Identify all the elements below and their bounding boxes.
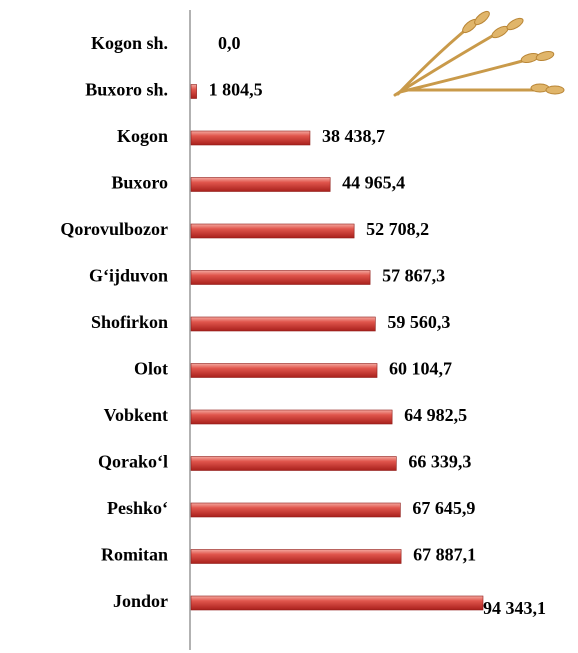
- bar: [190, 549, 402, 564]
- category-label: Jondor: [113, 591, 168, 611]
- category-label: Qorovulbozor: [60, 219, 168, 239]
- wheat-illustration: [393, 10, 565, 97]
- category-label: Vobkent: [104, 405, 168, 425]
- value-label: 64 982,5: [404, 405, 467, 425]
- category-label: Qorako‘l: [98, 452, 168, 472]
- category-label: Kogon: [117, 126, 168, 146]
- value-label: 67 645,9: [412, 498, 475, 518]
- value-label: 60 104,7: [389, 359, 452, 379]
- value-label: 1 804,5: [209, 80, 263, 100]
- bar: [190, 409, 393, 425]
- category-label: Buxoro: [111, 173, 168, 193]
- category-label: Romitan: [101, 545, 168, 565]
- category-label: Peshko‘: [107, 498, 168, 518]
- bar: [190, 223, 355, 239]
- bar: [190, 130, 311, 146]
- value-label: 57 867,3: [382, 266, 445, 286]
- category-label: Buxoro sh.: [85, 80, 168, 100]
- category-label: Kogon sh.: [91, 33, 168, 53]
- bar: [190, 84, 197, 99]
- bar: [190, 316, 376, 332]
- value-label: 94 343,1: [483, 598, 546, 618]
- bar: [190, 456, 397, 471]
- bar: [190, 177, 331, 192]
- value-label: 0,0: [218, 33, 241, 53]
- value-label: 67 887,1: [413, 545, 476, 565]
- bar: [190, 502, 401, 518]
- bar: [190, 363, 378, 378]
- category-label: G‘ijduvon: [89, 266, 168, 286]
- value-label: 59 560,3: [387, 312, 450, 332]
- category-label: Olot: [134, 359, 168, 379]
- bar: [190, 270, 371, 285]
- value-label: 66 339,3: [408, 452, 471, 472]
- category-label: Shofirkon: [91, 312, 168, 332]
- bar: [190, 595, 484, 611]
- value-label: 52 708,2: [366, 219, 429, 239]
- value-label: 38 438,7: [322, 126, 385, 146]
- value-label: 44 965,4: [342, 173, 405, 193]
